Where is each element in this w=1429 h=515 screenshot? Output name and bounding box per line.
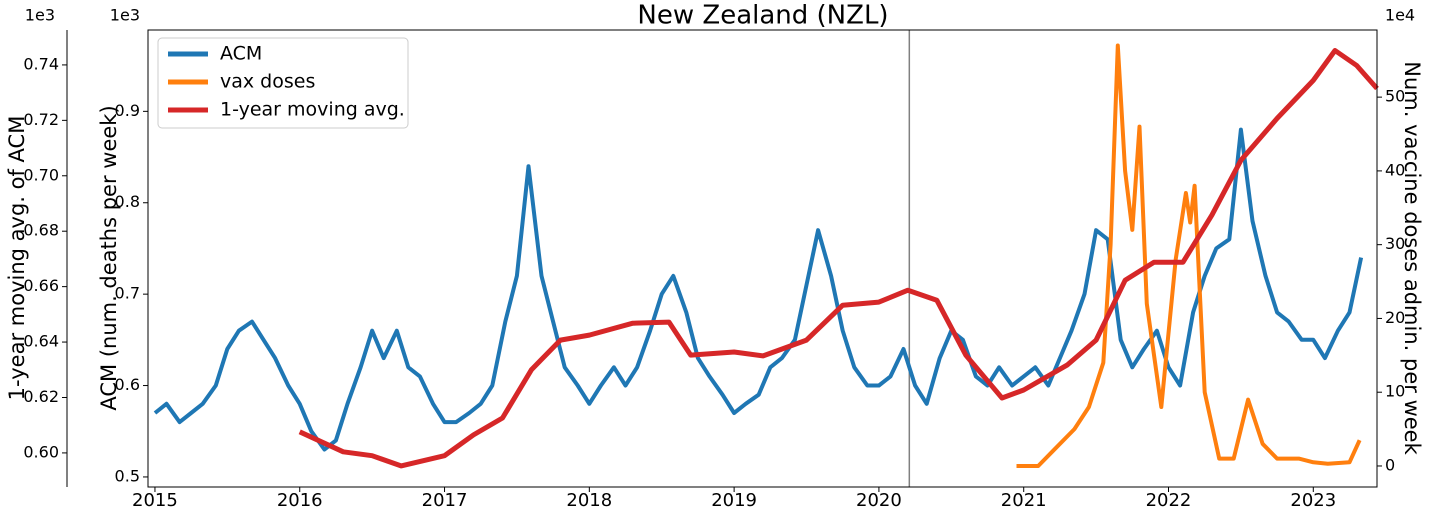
chart-title: New Zealand (NZL) (637, 1, 888, 31)
x-tick-label: 2017 (422, 490, 468, 511)
y-tick-label: 0.6 (115, 375, 140, 394)
y3-tick-label: 0.66 (23, 276, 59, 295)
y-axis-label: ACM (num. deaths per week) (97, 105, 121, 410)
x-tick-label: 2023 (1290, 490, 1336, 511)
y3-tick-label: 0.62 (23, 387, 59, 406)
series-line (153, 127, 1364, 452)
y3-tick-label: 0.74 (23, 54, 59, 73)
x-tick-label: 2022 (1146, 490, 1192, 511)
y3-tick-label: 0.70 (23, 165, 59, 184)
series-line (1016, 43, 1362, 468)
y2-offset: 1e4 (1385, 6, 1415, 25)
y3-tick-label: 0.60 (23, 442, 59, 461)
y-tick-label: 0.9 (115, 101, 140, 120)
plot-frame (147, 29, 1378, 488)
x-tick-label: 2015 (132, 490, 178, 511)
y-offset: 1e3 (110, 6, 140, 25)
y2-tick-label: 50 (1385, 87, 1405, 106)
x-tick-label: 2021 (1001, 490, 1047, 511)
y2-tick-label: 0 (1385, 455, 1395, 474)
y2-tick-label: 40 (1385, 160, 1405, 179)
y2-tick-label: 30 (1385, 234, 1405, 253)
x-tick-label: 2020 (856, 490, 902, 511)
y-tick-label: 0.7 (115, 284, 140, 303)
y2-axis-label: Num. vaccine doses admin. per week (1400, 61, 1424, 455)
legend-label: 1-year moving avg. (220, 99, 405, 121)
y3-tick-label: 0.64 (23, 332, 59, 351)
legend-label: ACM (220, 43, 262, 65)
legend-box (157, 37, 409, 129)
y3-tick-label: 0.72 (23, 110, 59, 129)
y2-tick-label: 20 (1385, 308, 1405, 327)
x-tick-label: 2018 (566, 490, 612, 511)
series-line (298, 48, 1379, 469)
y3-tick-label: 0.68 (23, 221, 59, 240)
y3-offset: 1e3 (25, 6, 55, 25)
x-tick-label: 2019 (711, 490, 757, 511)
y-tick-label: 0.5 (115, 466, 140, 485)
x-tick-label: 2016 (277, 490, 323, 511)
y3-axis-label: 1-year moving avg. of ACM (5, 116, 29, 401)
y-tick-label: 0.8 (115, 192, 140, 211)
legend-label: vax doses (220, 71, 315, 93)
y2-tick-label: 10 (1385, 382, 1405, 401)
